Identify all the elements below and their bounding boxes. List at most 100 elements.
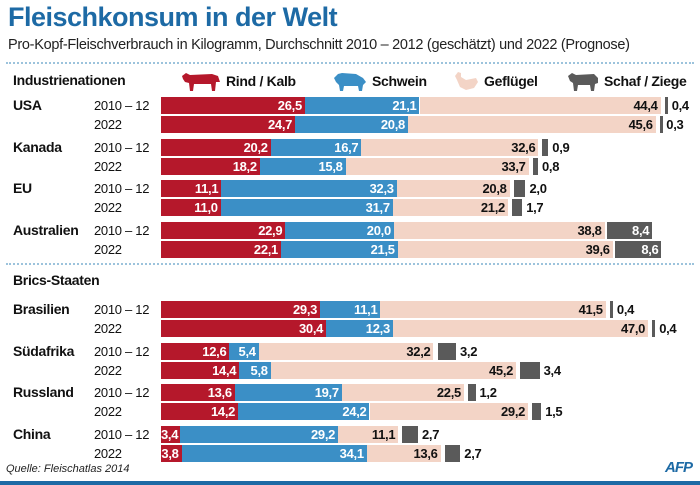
bar-value-schaf: 2,7: [422, 426, 440, 442]
bar-schwein: 29,2: [179, 425, 339, 443]
bar-rind: 11,0: [161, 199, 221, 216]
bar-schwein: 12,3: [326, 320, 393, 337]
bar-schwein: 34,1: [181, 444, 367, 462]
period-label: 2010 – 12: [94, 385, 150, 400]
bar-rind: 14,4: [161, 361, 240, 379]
divider: [6, 62, 694, 64]
bar-schwein: 24,2: [238, 403, 370, 420]
divider: [6, 263, 694, 265]
bar-schaf: [659, 116, 663, 133]
bar-gefluegel: 45,6: [408, 116, 656, 133]
bottom-bar: [0, 481, 700, 485]
period-label: 2010 – 12: [94, 343, 150, 359]
bar-value-schaf: 2,7: [464, 445, 482, 461]
bar-schaf: [532, 157, 538, 175]
bar-gefluegel: 33,7: [345, 157, 529, 175]
legend-label: Rind / Kalb: [226, 73, 296, 89]
bar-gefluegel: 29,2: [369, 403, 529, 420]
bar-schwein: 20,0: [285, 221, 394, 239]
bar-value-schaf: 0,4: [659, 321, 677, 336]
bar-rind: 26,5: [161, 97, 305, 114]
legend-item-3: Schaf / Ziege: [566, 70, 687, 92]
bar-schaf: [513, 180, 526, 197]
bar-schaf: [542, 138, 549, 156]
afp-logo: AFP: [665, 459, 693, 476]
source-note: Quelle: Fleischatlas 2014: [6, 463, 130, 475]
bar-rind: 18,2: [161, 157, 260, 175]
bar-schaf: 8,4: [606, 221, 653, 239]
cow-icon: [180, 70, 222, 92]
bar-rind: 20,2: [161, 138, 271, 156]
period-label: 2022: [94, 200, 122, 215]
country-label: USA: [13, 97, 42, 113]
bar-rind: 14,2: [161, 403, 239, 420]
bar-schwein: 21,1: [304, 97, 420, 114]
bar-gefluegel: 39,6: [397, 240, 613, 258]
bar-schaf: [402, 425, 418, 443]
bar-gefluegel: 22,5: [341, 384, 464, 401]
bar-gefluegel: 38,8: [393, 221, 605, 239]
bar-schaf: [609, 301, 613, 318]
period-label: 2022: [94, 404, 122, 419]
bar-schwein: 5,8: [239, 361, 271, 379]
bar-gefluegel: 32,6: [361, 138, 539, 156]
bar-value-schaf: 0,4: [616, 302, 635, 317]
bar-value-schaf: 1,5: [545, 404, 563, 419]
bar-rind: 24,7: [161, 116, 296, 133]
pig-icon: [332, 70, 368, 92]
bar-rind: 13,6: [161, 384, 235, 401]
bar-schaf: [444, 444, 461, 462]
bar-schwein: 15,8: [259, 157, 346, 175]
chart-title: Fleischkonsum in der Welt: [8, 2, 338, 32]
bar-gefluegel: 20,8: [396, 180, 510, 197]
bar-rind: 22,9: [161, 221, 286, 239]
period-label: 2010 – 12: [94, 181, 150, 196]
bar-rind: 22,1: [161, 240, 281, 258]
bar-gefluegel: 44,4: [419, 97, 661, 114]
country-label: Russland: [13, 384, 74, 400]
period-label: 2022: [94, 321, 122, 336]
bar-schwein: 20,8: [295, 116, 408, 133]
bar-rind: 12,6: [161, 342, 230, 360]
bar-schwein: 21,5: [281, 240, 398, 258]
legend-item-2: Geflügel: [452, 70, 538, 92]
bar-schaf: [652, 320, 656, 337]
bar-schaf: [437, 342, 456, 360]
bar-value-schaf: 3,4: [543, 362, 561, 378]
bar-rind: 30,4: [161, 320, 327, 337]
bar-value-schaf: 3,2: [460, 343, 478, 359]
period-label: 2010 – 12: [94, 222, 150, 238]
period-label: 2022: [94, 158, 122, 174]
bar-schwein: 19,7: [234, 384, 342, 401]
bar-rind: 3,8: [161, 444, 182, 462]
legend-item-1: Schwein: [332, 70, 427, 92]
bar-value-schaf: 0,4: [671, 98, 689, 113]
period-label: 2022: [94, 445, 122, 461]
bar-rind: 3,4: [161, 425, 180, 443]
sheep-icon: [566, 70, 600, 92]
bar-schaf: [512, 199, 523, 216]
bar-rind: 11,1: [161, 180, 222, 197]
bar-gefluegel: 32,2: [258, 342, 434, 360]
group-label: Industrienationen: [13, 72, 126, 88]
legend-label: Geflügel: [484, 73, 538, 89]
bar-schwein: 16,7: [270, 138, 362, 156]
chicken-icon: [452, 70, 480, 92]
period-label: 2010 – 12: [94, 98, 150, 113]
bar-schwein: 31,7: [220, 199, 393, 216]
group-label: Brics-Staaten: [13, 272, 100, 288]
bar-value-schaf: 0,8: [542, 158, 560, 174]
country-label: China: [13, 425, 51, 442]
bar-schwein: 11,1: [320, 301, 381, 318]
bar-schaf: [468, 384, 476, 401]
period-label: 2010 – 12: [94, 426, 150, 442]
country-label: Südafrika: [13, 342, 75, 359]
bar-schwein: 5,4: [229, 342, 259, 360]
bar-gefluegel: 41,5: [380, 301, 606, 318]
period-label: 2022: [94, 362, 122, 378]
bar-schaf: [664, 97, 668, 114]
bar-schaf: [520, 361, 540, 379]
bar-schaf: 8,6: [614, 240, 662, 258]
bar-value-schaf: 0,9: [552, 139, 570, 155]
